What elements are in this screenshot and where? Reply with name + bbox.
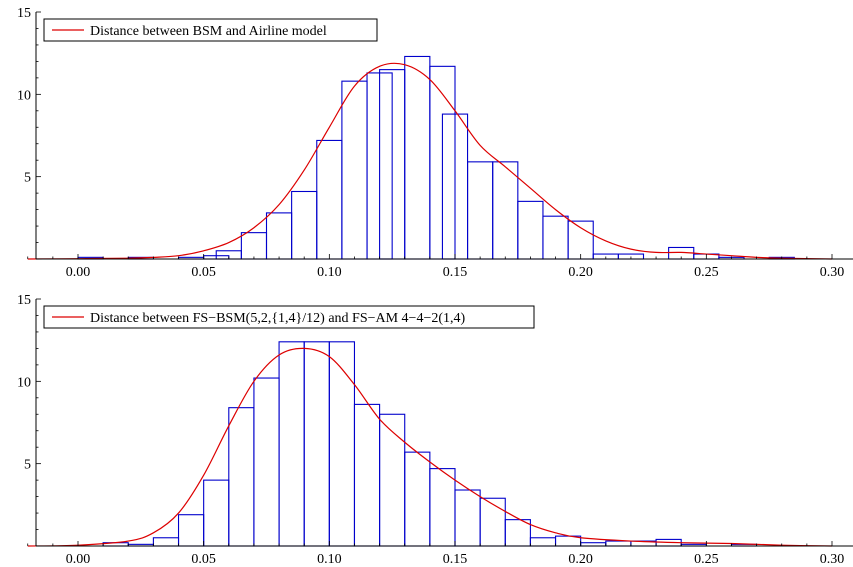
histogram-bar [177, 514, 205, 547]
legend-label: Distance between BSM and Airline model [90, 24, 327, 39]
legend-box [43, 18, 378, 42]
x-tick-label: 0.10 [317, 552, 342, 567]
histogram-bar [328, 341, 356, 547]
histogram-bar [429, 468, 456, 547]
histogram-bar [605, 540, 632, 547]
x-tick-label: 0.05 [191, 552, 216, 567]
histogram-bar [404, 55, 431, 260]
y-tick-label: 5 [24, 171, 31, 186]
x-tick-label: 0.00 [66, 552, 91, 567]
y-tick-label: 10 [17, 375, 31, 390]
histogram-bar [517, 200, 544, 260]
chart-panel-2: 0.00 0.05 0.10 0.15 0.20 0.25 0.30 5 10 15 Distanc… [17, 293, 853, 567]
x-tick-label: 0.00 [66, 265, 91, 280]
histogram-bar [303, 341, 330, 547]
x-tick-label: 0.15 [443, 265, 468, 280]
density-curve [27, 62, 833, 260]
x-tick-label: 0.30 [820, 552, 845, 567]
histogram-bar [492, 161, 519, 260]
y-tick-label: 5 [24, 458, 31, 473]
histogram-bar [291, 190, 318, 260]
histogram-bar [454, 489, 481, 547]
y-tick-label: 15 [17, 6, 31, 21]
histogram-bar [404, 451, 431, 547]
histogram-bar [353, 403, 381, 547]
legend-label: Distance between FS−BSM(5,2,{1,4}/12) an… [90, 311, 466, 326]
density-curve [27, 347, 833, 547]
legend: Distance between FS−BSM(5,2,{1,4}/12) an… [43, 305, 535, 329]
histogram-bar [152, 537, 180, 547]
histogram-bar [265, 212, 293, 260]
histogram-bar [228, 407, 255, 547]
x-tick-label: 0.25 [694, 552, 719, 567]
histogram-bar [278, 341, 305, 547]
histogram-bar [203, 479, 230, 547]
histogram-bar [240, 232, 268, 260]
axes: 0.00 0.05 0.10 0.15 0.20 0.25 0.30 5 10 15 [17, 6, 853, 280]
y-tick-label: 15 [17, 293, 31, 308]
y-tick-label: 10 [17, 88, 31, 103]
histogram-bar [467, 161, 494, 260]
chart-panel-1: 0.00 0.05 0.10 0.15 0.20 0.25 0.30 5 10 15 Distanc… [17, 6, 853, 280]
histogram [77, 55, 795, 260]
x-tick-label: 0.20 [568, 552, 593, 567]
legend-box [43, 305, 535, 329]
histogram-bar [316, 139, 343, 260]
x-tick-label: 0.25 [694, 265, 719, 280]
histogram-bar [479, 497, 506, 547]
x-tick-label: 0.20 [568, 265, 593, 280]
x-tick-label: 0.15 [443, 552, 468, 567]
axes: 0.00 0.05 0.10 0.15 0.20 0.25 0.30 5 10 15 [17, 293, 853, 567]
histogram-bar [379, 413, 406, 547]
histogram-bar [341, 80, 368, 260]
histogram-bar [529, 537, 557, 547]
histogram-bar [567, 220, 594, 260]
histogram-bar [542, 215, 569, 260]
x-tick-label: 0.10 [317, 265, 342, 280]
histogram-bar [504, 519, 531, 547]
x-tick-label: 0.05 [191, 265, 216, 280]
histogram-bar [253, 377, 280, 547]
x-tick-label: 0.30 [820, 265, 845, 280]
legend: Distance between BSM and Airline model [43, 18, 378, 42]
histogram [102, 341, 758, 547]
